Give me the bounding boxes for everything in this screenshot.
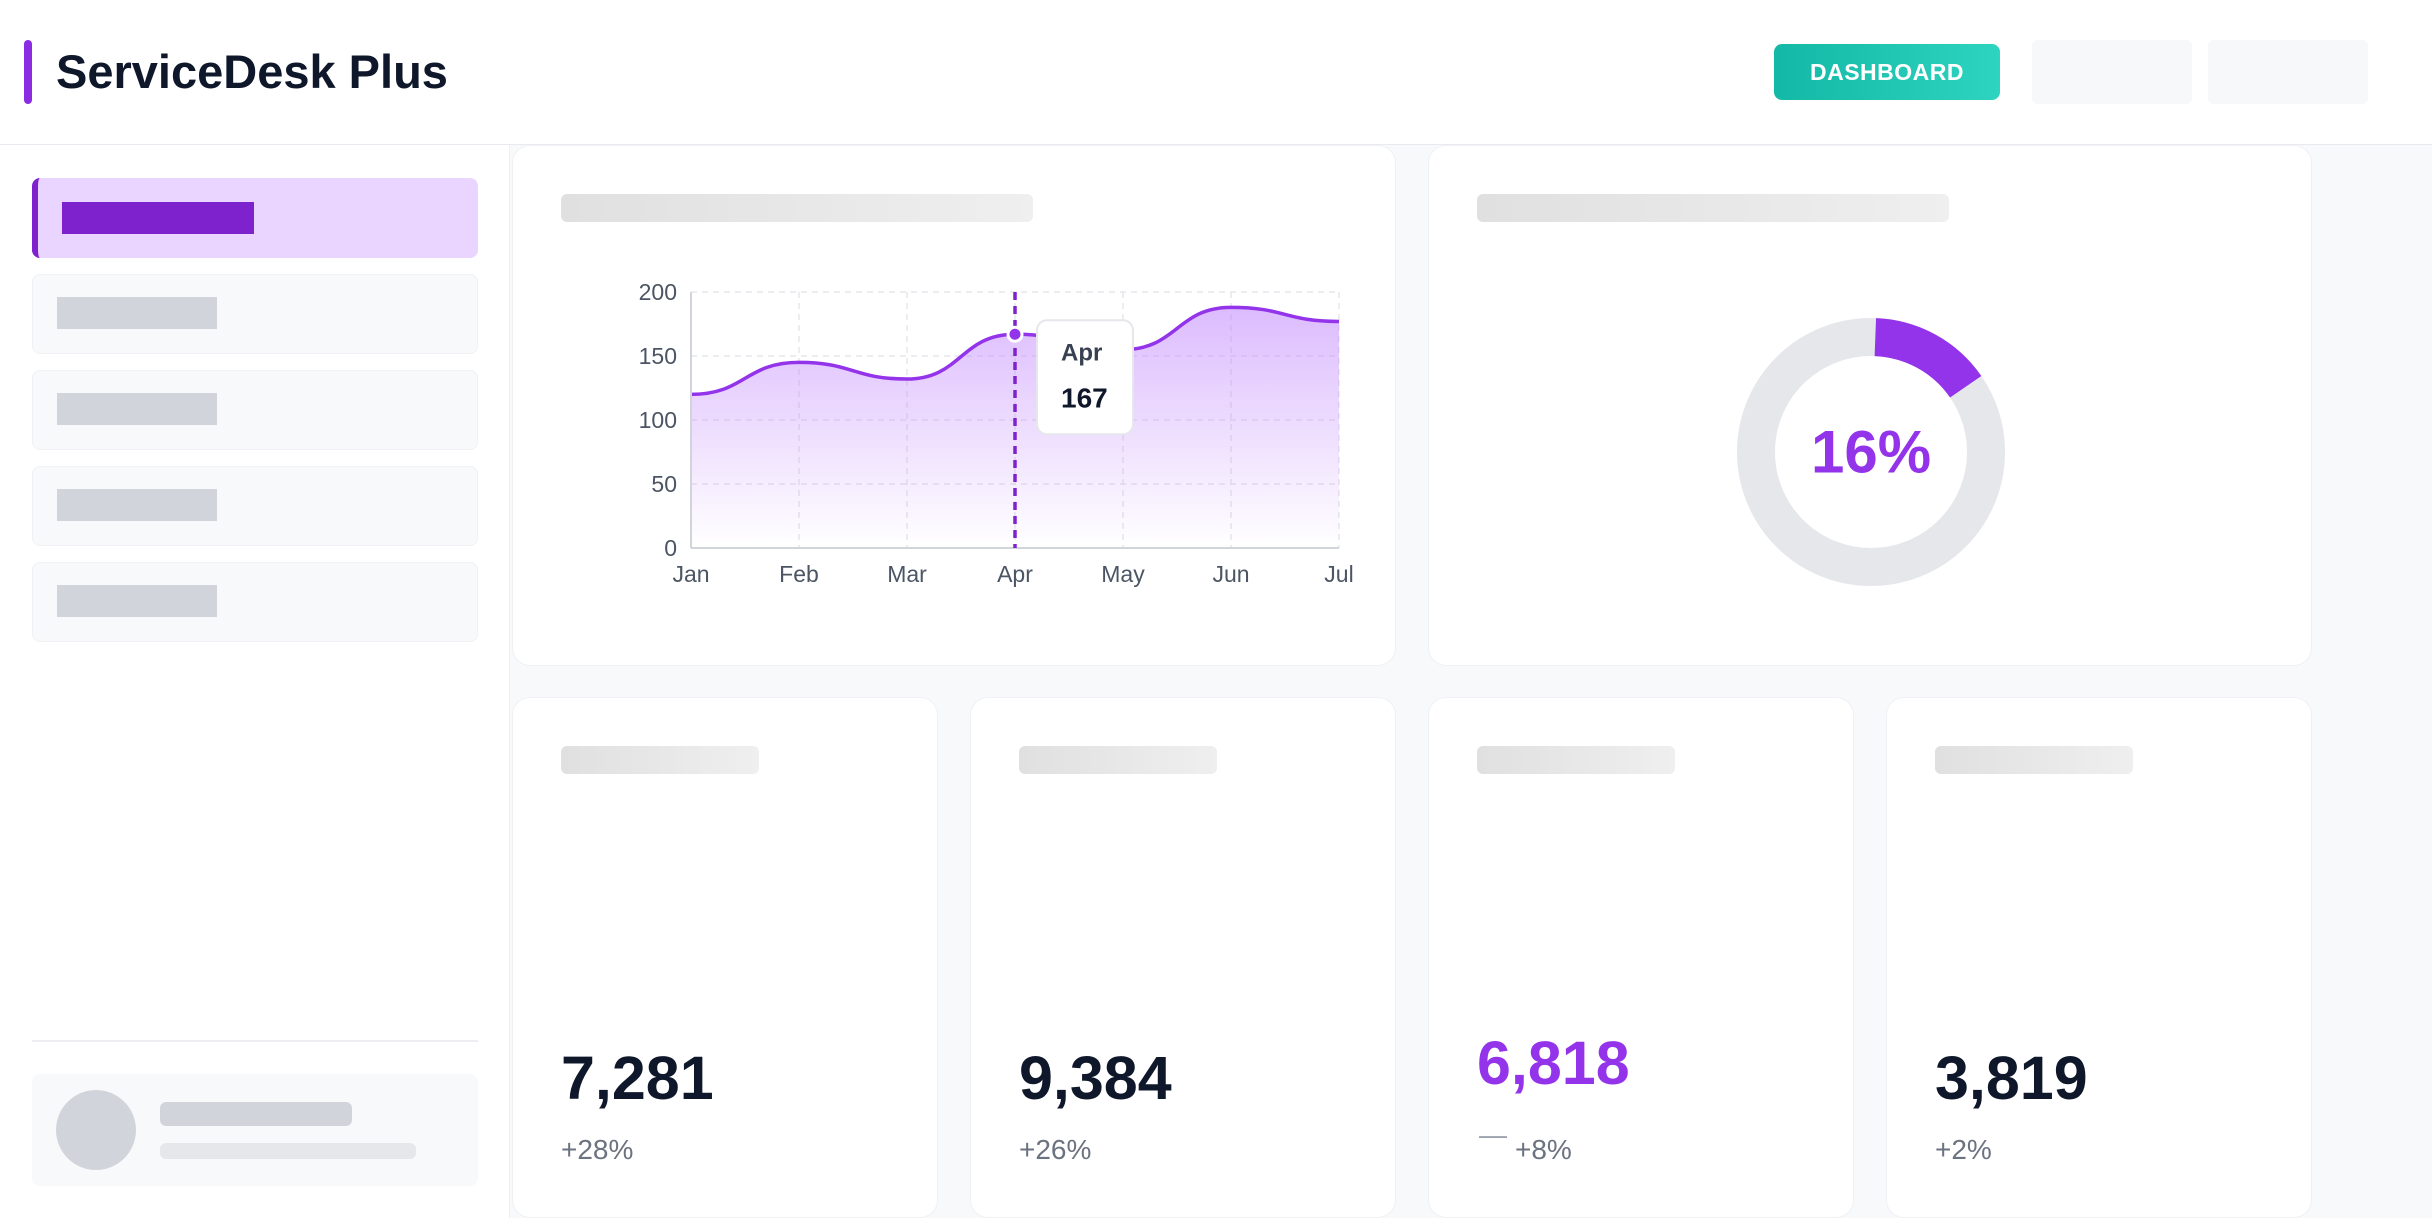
donut-chart: 16% [1737, 318, 2005, 586]
stat-value: 3,819 [1935, 1044, 2088, 1112]
stat-card-2: 9,384 +26% [970, 697, 1396, 1218]
y-tick-label: 50 [651, 471, 677, 497]
stat-card-1: 7,281 +28% [512, 697, 938, 1218]
sidebar-item-label-placeholder [62, 202, 254, 234]
header-placeholder-1[interactable] [2032, 40, 2192, 104]
y-tick-label: 150 [639, 343, 677, 369]
stat-title-placeholder [1935, 746, 2133, 774]
stat-change: +8% [1515, 1134, 1572, 1165]
stat-trend-mark: — [1479, 1119, 1507, 1150]
tooltip-value: 167 [1061, 383, 1108, 414]
x-tick-label: Jan [672, 561, 709, 587]
sidebar-item-label-placeholder [57, 585, 217, 617]
app-title: ServiceDesk Plus [56, 45, 448, 98]
stat-change: +26% [1019, 1134, 1092, 1165]
user-profile-card[interactable] [32, 1074, 478, 1186]
stat-card-3: 6,818 — +8% [1428, 697, 1854, 1218]
sidebar-item-5[interactable] [32, 562, 478, 642]
donut-title-placeholder [1477, 194, 1949, 222]
area-chart: 0 50 100 150 200 Jan Feb Mar Apr May Jun Jul Apr 167 [639, 279, 1354, 587]
top-header: ServiceDesk Plus DASHBOARD [0, 0, 2432, 145]
chart-card: 0 50 100 150 200 Jan Feb Mar Apr May Jun Jul Apr 167 [512, 145, 1396, 666]
x-tick-label: Jun [1212, 561, 1249, 587]
sidebar-item-4[interactable] [32, 466, 478, 546]
sidebar-item-active[interactable] [32, 178, 478, 258]
stat-value: 9,384 [1019, 1044, 1172, 1112]
stat-title-placeholder [561, 746, 759, 774]
stat-change: +2% [1935, 1134, 1992, 1165]
sidebar [0, 145, 510, 1218]
sidebar-item-label-placeholder [57, 393, 217, 425]
stat-title-placeholder [1019, 746, 1217, 774]
sidebar-item-label-placeholder [57, 297, 217, 329]
brand-accent-bar [24, 40, 32, 104]
sidebar-divider [32, 1040, 478, 1042]
x-tick-label: Feb [779, 561, 819, 587]
stat-title-placeholder [1477, 746, 1675, 774]
stat-value: 7,281 [561, 1044, 714, 1112]
x-tick-label: May [1101, 561, 1145, 587]
stat-change: +28% [561, 1134, 634, 1165]
tooltip-box [1036, 319, 1134, 436]
donut-track [1737, 318, 2005, 586]
sidebar-item-label-placeholder [57, 489, 217, 521]
user-email-placeholder [160, 1143, 416, 1159]
tooltip-label: Apr [1061, 340, 1102, 367]
y-tick-label: 200 [639, 279, 677, 305]
x-tick-label: Jul [1324, 561, 1353, 587]
chart-title-placeholder [561, 194, 1033, 222]
area-fill [691, 307, 1339, 548]
hover-point [1006, 325, 1024, 343]
sidebar-item-2[interactable] [32, 274, 478, 354]
donut-arc [1873, 318, 1982, 399]
x-tick-label: Apr [997, 561, 1033, 587]
stat-value: 6,818 [1477, 1029, 1630, 1097]
x-tick-label: Mar [887, 561, 927, 587]
y-tick-label: 0 [664, 535, 677, 561]
dashboard-button[interactable]: DASHBOARD [1774, 44, 2000, 100]
stat-card-4: 3,819 +2% [1886, 697, 2312, 1218]
y-tick-label: 100 [639, 407, 677, 433]
sidebar-item-3[interactable] [32, 370, 478, 450]
header-placeholder-2[interactable] [2208, 40, 2368, 104]
avatar [56, 1090, 136, 1170]
donut-card: 16% [1428, 145, 2312, 666]
donut-percent-label: 16% [1811, 419, 1931, 486]
user-name-placeholder [160, 1102, 352, 1126]
